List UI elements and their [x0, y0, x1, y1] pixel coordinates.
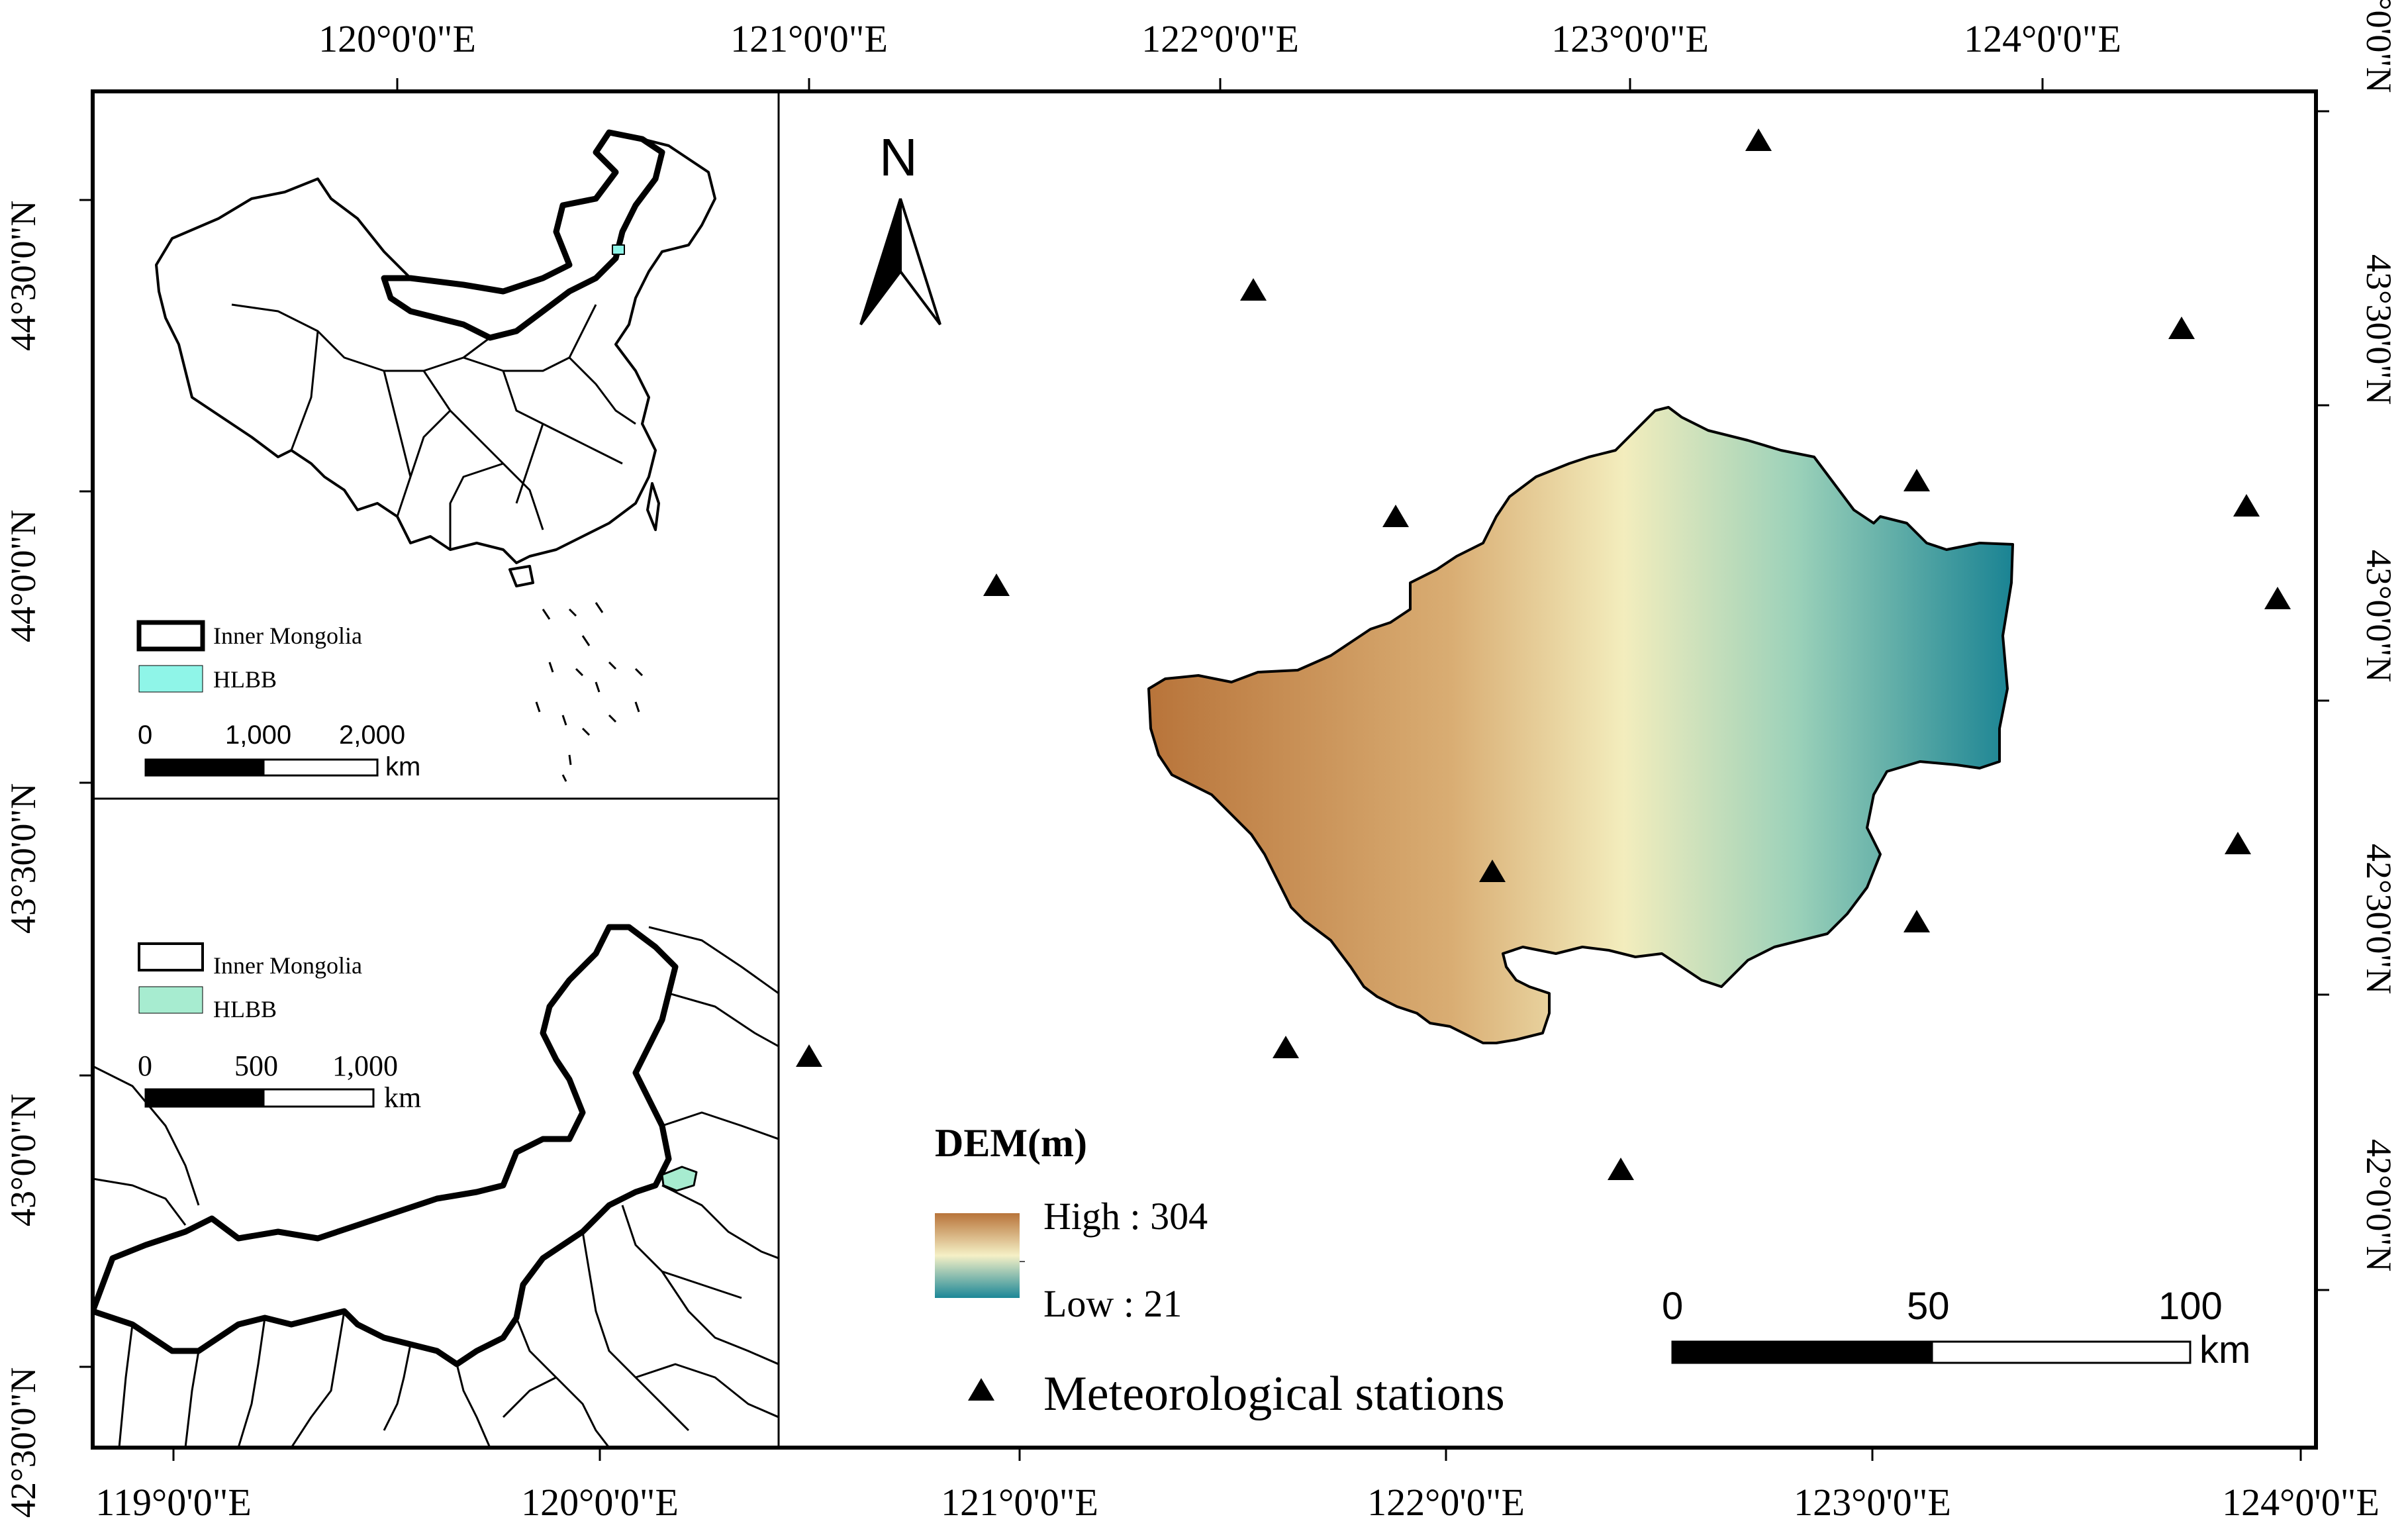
dem-legend-ramp — [935, 1213, 1020, 1298]
bottom-tick-label: 120°0'0"E — [521, 1481, 679, 1524]
station-markers — [796, 128, 2291, 1401]
scalebar-top-label-2: 2,000 — [339, 720, 406, 750]
right-tick-label: 43°30'0"N — [2359, 254, 2399, 405]
scalebar-top-label-1: 1,000 — [225, 720, 292, 750]
legend-label-hlbb-bottom: HLBB — [213, 996, 277, 1022]
top-tick-marks — [396, 78, 2044, 91]
left-tick-label: 43°0'0"N — [3, 1093, 43, 1226]
station-marker — [796, 1044, 822, 1067]
legend-station-marker — [968, 1378, 994, 1401]
left-tick-marks — [79, 199, 93, 1368]
china-map-inset — [155, 129, 716, 782]
legend-label-hlbb-top: HLBB — [213, 666, 277, 693]
dem-legend-title: DEM(m) — [935, 1121, 1087, 1165]
taiwan-island — [646, 482, 660, 531]
bottom-tick-label: 122°0'0"E — [1367, 1481, 1525, 1524]
station-marker — [1608, 1158, 1634, 1180]
north-arrow — [859, 198, 941, 326]
station-marker — [1273, 1036, 1299, 1058]
station-marker — [2225, 832, 2251, 854]
station-marker — [1903, 910, 1930, 932]
station-marker — [2233, 494, 2260, 517]
left-tick-label: 42°30'0"N — [3, 1367, 43, 1518]
scalebar-main-label-0: 0 — [1662, 1285, 1684, 1328]
scalebar-main — [1671, 1340, 2191, 1364]
legend-swatch-hlbb-top — [138, 665, 203, 693]
china-outline — [155, 131, 716, 564]
province-lines — [231, 303, 636, 550]
province-lines-bottom — [93, 926, 778, 1447]
station-marker — [1382, 505, 1409, 527]
bottom-tick-label: 124°0'0"E — [2222, 1481, 2380, 1524]
scalebar-top-unit: km — [385, 752, 421, 781]
scalebar-bottom-unit: km — [384, 1081, 422, 1114]
top-tick-label: 121°0'0"E — [730, 17, 888, 60]
right-tick-label: 42°0'0"N — [2359, 1139, 2399, 1272]
top-tick-label: 124°0'0"E — [1964, 17, 2121, 60]
top-tick-label: 123°0'0"E — [1551, 17, 1709, 60]
station-marker — [983, 573, 1010, 596]
north-arrow-label: N — [879, 128, 918, 187]
hainan-island — [508, 565, 534, 587]
inner-mongolia-outline — [381, 129, 665, 341]
hlbb-marker-bottom — [661, 1166, 698, 1192]
scalebar-main-unit: km — [2199, 1328, 2251, 1371]
scalebar-main-label-1: 50 — [1907, 1285, 1950, 1328]
south-china-sea-islands — [535, 602, 644, 782]
station-marker — [2168, 317, 2195, 339]
left-tick-label: 44°30'0"N — [3, 200, 43, 351]
scalebar-top — [144, 758, 379, 777]
map-frame — [91, 89, 2318, 1450]
top-tick-label: 122°0'0"E — [1141, 17, 1299, 60]
left-tick-label: 43°30'0"N — [3, 783, 43, 934]
station-marker — [2264, 587, 2291, 609]
bottom-tick-label: 123°0'0"E — [1794, 1481, 1951, 1524]
hlbb-marker-top — [612, 244, 625, 255]
scalebar-bottom-label-1: 500 — [234, 1050, 278, 1082]
station-marker — [1903, 469, 1930, 491]
inner-mongolia-outline-bottom — [93, 924, 679, 1367]
right-tick-marks — [2316, 110, 2329, 1291]
scalebar-bottom — [144, 1088, 375, 1108]
right-tick-label: 43°0'0"N — [2359, 550, 2399, 683]
legend-label-inner-mongolia-top: Inner Mongolia — [213, 622, 362, 649]
station-marker — [1240, 278, 1267, 301]
stations-legend-label: Meteorological stations — [1043, 1367, 1505, 1421]
legend-swatch-hlbb-bottom — [138, 986, 203, 1014]
left-tick-label: 44°0'0"N — [3, 509, 43, 642]
scalebar-bottom-label-0: 0 — [138, 1050, 152, 1082]
right-tick-label: 42°30'0"N — [2359, 844, 2399, 995]
scalebar-main-label-2: 100 — [2158, 1285, 2223, 1328]
legend-label-inner-mongolia-bottom: Inner Mongolia — [213, 952, 362, 979]
right-tick-label: 44°0'0"N — [2359, 0, 2399, 93]
region-map-inset — [93, 924, 778, 1447]
scalebar-bottom-label-2: 1,000 — [332, 1050, 398, 1082]
dem-legend-high: High : 304 — [1043, 1195, 1208, 1238]
dem-study-area — [1147, 406, 2014, 1044]
dem-legend-low: Low : 21 — [1043, 1282, 1182, 1325]
station-marker — [1479, 860, 1506, 882]
top-tick-label: 120°0'0"E — [318, 17, 476, 60]
legend-swatch-im-top — [136, 620, 205, 652]
bottom-tick-marks — [172, 1448, 2302, 1461]
bottom-tick-label: 119°0'0"E — [95, 1481, 252, 1524]
bottom-tick-label: 121°0'0"E — [941, 1481, 1098, 1524]
scalebar-top-label-0: 0 — [138, 720, 153, 750]
station-marker — [1745, 128, 1772, 151]
legend-swatch-im-bottom — [138, 942, 204, 971]
